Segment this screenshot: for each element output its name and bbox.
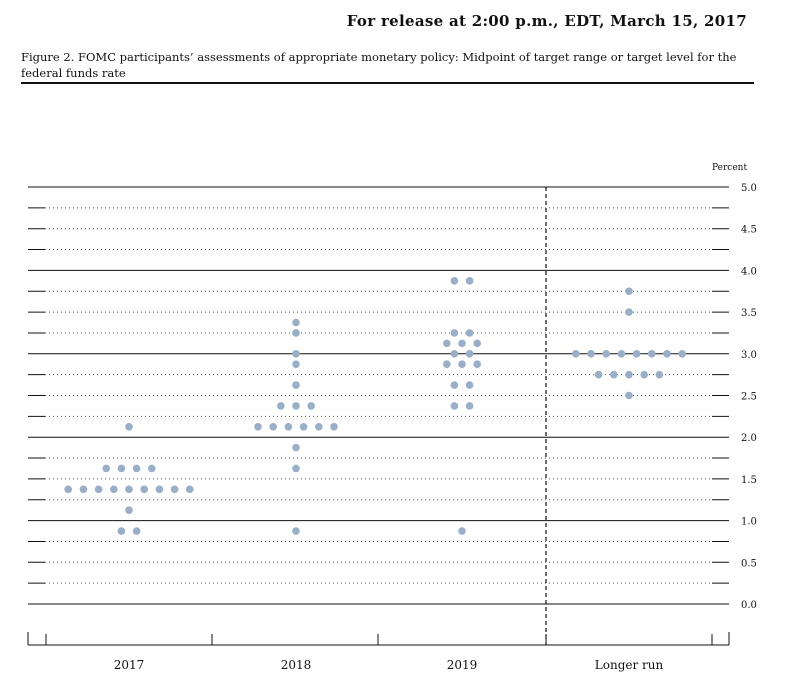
participant-dot: [594, 370, 603, 379]
participant-dot: [655, 370, 664, 379]
participant-dot: [465, 402, 474, 410]
participant-dot: [602, 350, 610, 358]
y-tick-labels: 0.0 0.5 1.0 1.5 2.0 2.5 3.0 3.5 4.0 4.5 5.0: [741, 183, 757, 611]
participant-dot: [292, 402, 300, 410]
participant-dot: [610, 370, 618, 379]
x-tick-label: 2017: [114, 658, 145, 672]
participant-dot: [125, 506, 133, 514]
participant-dot: [572, 350, 580, 358]
participant-dot: [648, 350, 656, 358]
participant-dot: [443, 339, 451, 348]
x-axis: 2017 2018 2019 Longer run: [27, 632, 730, 672]
y-tick-label: 5.0: [741, 183, 757, 194]
participant-dot: [292, 443, 300, 452]
participant-dot: [678, 350, 686, 358]
y-tick-label: 2.0: [741, 433, 757, 444]
participant-dot: [132, 464, 141, 473]
participant-dot: [663, 350, 671, 358]
participant-dot: [450, 350, 459, 358]
participant-dot: [125, 485, 133, 494]
y-tick-label: 1.0: [741, 517, 757, 528]
y-tick-label: 0.0: [741, 600, 757, 611]
participant-dot: [450, 329, 459, 337]
grid-lines: [28, 186, 729, 605]
x-tick-label: Longer run: [595, 658, 664, 672]
participant-dot: [186, 485, 194, 494]
participant-dot: [458, 339, 466, 348]
participant-dot: [473, 360, 482, 369]
y-tick-label: 2.5: [741, 392, 757, 403]
y-tick-label: 4.0: [741, 266, 757, 277]
caption-rule: [21, 82, 754, 84]
participant-dot: [625, 287, 633, 296]
participant-dot: [625, 308, 633, 316]
y-tick-label: 1.5: [741, 475, 757, 486]
participant-dot: [292, 329, 300, 337]
participant-dot: [632, 350, 641, 358]
y-axis-unit-label: Percent: [712, 163, 747, 173]
participant-dot: [102, 464, 110, 473]
participant-dot: [110, 485, 118, 494]
participant-dot: [450, 402, 459, 410]
participant-dot: [330, 422, 338, 431]
participant-dot: [465, 277, 474, 285]
participant-dot: [140, 485, 148, 494]
y-tick-label: 3.0: [741, 350, 757, 361]
participant-dot: [94, 485, 103, 494]
participant-dot: [465, 381, 474, 389]
participant-dot: [170, 485, 179, 494]
participant-dot: [315, 422, 323, 431]
participant-dot: [292, 464, 300, 473]
participant-dot: [117, 527, 126, 535]
participant-dot: [292, 381, 300, 389]
participant-dot: [625, 391, 633, 400]
participant-dot: [79, 485, 88, 494]
participant-dot: [625, 370, 633, 379]
participant-dot: [277, 402, 285, 410]
participant-dot: [254, 422, 262, 431]
participant-dot: [292, 360, 300, 369]
participant-dot: [269, 422, 278, 431]
participant-dot: [125, 422, 133, 431]
figure-caption: Figure 2. FOMC participants’ assessments…: [21, 50, 737, 80]
participant-dot: [284, 422, 293, 431]
participant-dot: [443, 360, 451, 369]
participant-dot: [465, 350, 474, 358]
participant-dot: [117, 464, 126, 473]
participant-dot: [148, 464, 156, 473]
participant-dot: [587, 350, 595, 358]
participant-dot: [458, 527, 466, 535]
participant-dots: [64, 277, 686, 535]
y-tick-label: 0.5: [741, 558, 757, 569]
participant-dot: [450, 381, 459, 389]
participant-dot: [450, 277, 459, 285]
participant-dot: [473, 339, 482, 348]
x-tick-label: 2019: [447, 658, 478, 672]
participant-dot: [458, 360, 466, 369]
participant-dot: [307, 402, 316, 410]
y-tick-label: 4.5: [741, 225, 757, 236]
participant-dot: [64, 485, 72, 494]
x-tick-label: 2018: [281, 658, 312, 672]
participant-dot: [640, 370, 648, 379]
participant-dot: [465, 329, 474, 337]
release-line: For release at 2:00 p.m., EDT, March 15,…: [346, 12, 747, 30]
participant-dot: [155, 485, 164, 494]
participant-dot: [292, 318, 300, 327]
y-tick-label: 3.5: [741, 308, 757, 319]
participant-dot: [292, 350, 300, 358]
participant-dot: [292, 527, 300, 535]
participant-dot: [299, 422, 308, 431]
participant-dot: [617, 350, 626, 358]
participant-dot: [132, 527, 141, 535]
